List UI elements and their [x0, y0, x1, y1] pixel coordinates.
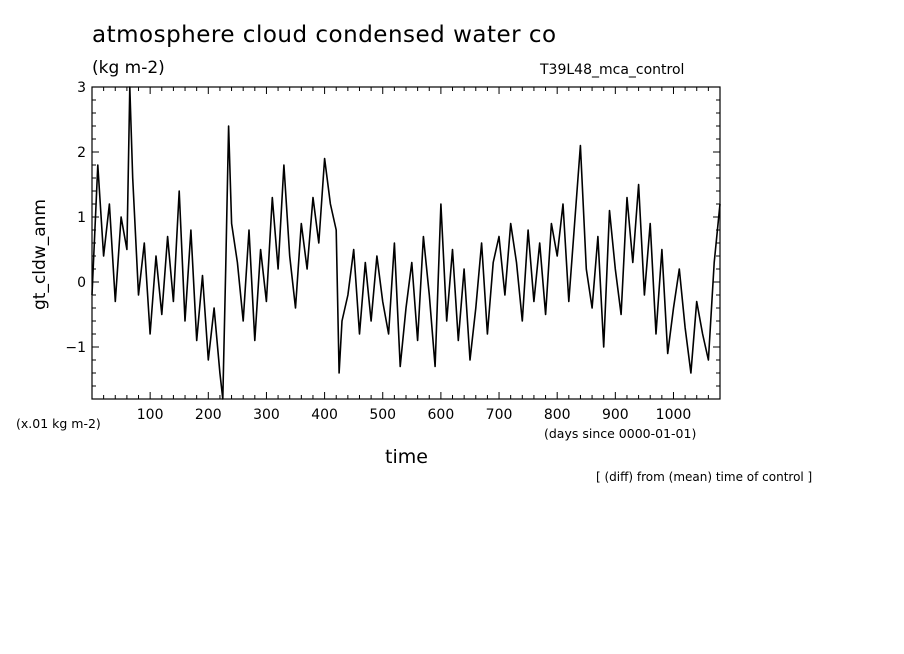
- y-scale-label: (x.01 kg m-2): [16, 416, 101, 431]
- x-tick-label: 900: [602, 407, 629, 423]
- x-tick-label: 600: [428, 407, 455, 423]
- x-tick-label: 700: [486, 407, 513, 423]
- x-tick-label: 500: [369, 407, 396, 423]
- x-tick-label: 100: [137, 407, 164, 423]
- axis-ticks: [92, 86, 720, 400]
- y-tick-label: −1: [65, 340, 86, 356]
- x-axis-label: time: [385, 446, 428, 468]
- x-units-label: (days since 0000-01-01): [544, 426, 697, 441]
- y-tick-label: 0: [77, 275, 86, 291]
- chart-title: atmosphere cloud condensed water co: [92, 22, 557, 48]
- tick-labels: 100 200 300 400 500 600 700 800 900 1000 −1 0 1 2 3: [65, 80, 691, 423]
- y-tick-label: 3: [77, 80, 86, 96]
- x-tick-label: 800: [544, 407, 571, 423]
- x-tick-label: 200: [195, 407, 222, 423]
- x-tick-label: 1000: [656, 407, 692, 423]
- footnote: [ (diff) from (mean) time of control ]: [596, 470, 813, 484]
- series-line: [91, 86, 721, 400]
- x-tick-label: 400: [311, 407, 338, 423]
- y-tick-label: 2: [77, 145, 86, 161]
- plot-frame: [91, 86, 721, 400]
- x-tick-label: 300: [253, 407, 280, 423]
- units-label: (kg m-2): [92, 58, 165, 78]
- y-tick-label: 1: [77, 210, 86, 226]
- run-label: T39L48_mca_control: [540, 62, 685, 78]
